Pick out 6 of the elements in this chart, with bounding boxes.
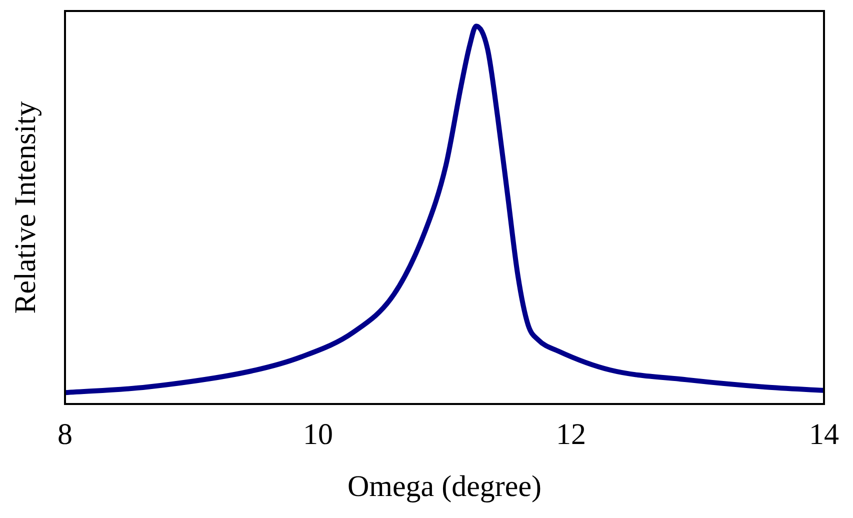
x-tick-label: 8 xyxy=(58,418,72,451)
x-tick-label: 10 xyxy=(303,418,333,451)
x-axis-title: Omega (degree) xyxy=(347,470,542,503)
x-tick-label: 14 xyxy=(809,418,839,451)
x-tick-label: 12 xyxy=(556,418,586,451)
y-axis-title: Relative Intensity xyxy=(8,101,42,314)
